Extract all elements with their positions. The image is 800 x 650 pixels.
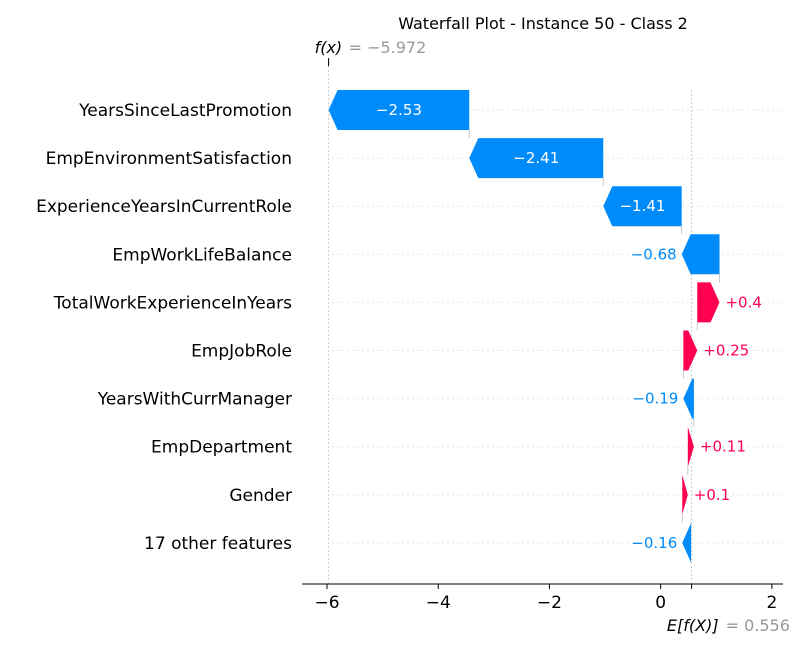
value-label: +0.11 — [700, 438, 746, 456]
value-label: −2.41 — [513, 149, 559, 167]
value-label: −0.16 — [631, 534, 677, 552]
fx-annotation: f(x) = −5.972 — [315, 38, 427, 66]
x-tick-label: 0 — [655, 593, 666, 613]
positive-contribution-bar — [682, 474, 688, 515]
fx-label: f(x) — [315, 38, 343, 57]
x-axis: −6 −4 −2 0 2 — [302, 583, 783, 613]
positive-contribution-bar — [697, 282, 720, 323]
x-tick-label: −2 — [537, 593, 562, 613]
labels-layer: YearsSinceLastPromotion −2.53 EmpEnvironme… — [36, 101, 762, 554]
feature-label: YearsSinceLastPromotion — [78, 101, 292, 121]
value-label: +0.1 — [694, 486, 730, 504]
chart-title: Waterfall Plot - Instance 50 - Class 2 — [398, 14, 688, 33]
x-tick-label: 2 — [766, 593, 777, 613]
feature-label: Gender — [229, 486, 292, 506]
feature-label: TotalWorkExperienceInYears — [53, 293, 292, 313]
grid-layer — [327, 62, 783, 584]
feature-label: EmpJobRole — [191, 342, 292, 362]
bars-layer — [328, 90, 720, 563]
value-label: −2.53 — [376, 101, 422, 119]
feature-label: EmpEnvironmentSatisfaction — [46, 149, 292, 169]
x-tick-label: −6 — [314, 593, 339, 613]
expected-value-annotation: E[f(X)] = 0.556 — [667, 584, 790, 635]
feature-label: EmpWorkLifeBalance — [112, 245, 292, 265]
value-label: +0.4 — [725, 293, 761, 311]
positive-contribution-bar — [687, 426, 694, 467]
negative-contribution-bar — [603, 186, 682, 227]
negative-contribution-bar — [683, 378, 694, 419]
negative-contribution-bar — [682, 522, 692, 563]
fx-value: = −5.972 — [349, 38, 427, 57]
value-label: −0.19 — [632, 390, 678, 408]
x-tick-label: −4 — [426, 593, 451, 613]
expected-value: = 0.556 — [726, 616, 790, 635]
value-label: −1.41 — [619, 197, 665, 215]
positive-contribution-bar — [683, 330, 698, 371]
feature-label: YearsWithCurrManager — [97, 390, 292, 410]
value-label: −0.68 — [631, 245, 677, 263]
negative-contribution-bar — [469, 138, 604, 179]
negative-contribution-bar — [328, 90, 470, 130]
feature-label: 17 other features — [144, 534, 292, 554]
feature-label: ExperienceYearsInCurrentRole — [36, 197, 292, 217]
value-label: +0.25 — [703, 342, 749, 360]
negative-contribution-bar — [681, 234, 720, 275]
expected-label: E[f(X)] — [667, 616, 719, 635]
feature-label: EmpDepartment — [151, 438, 292, 458]
